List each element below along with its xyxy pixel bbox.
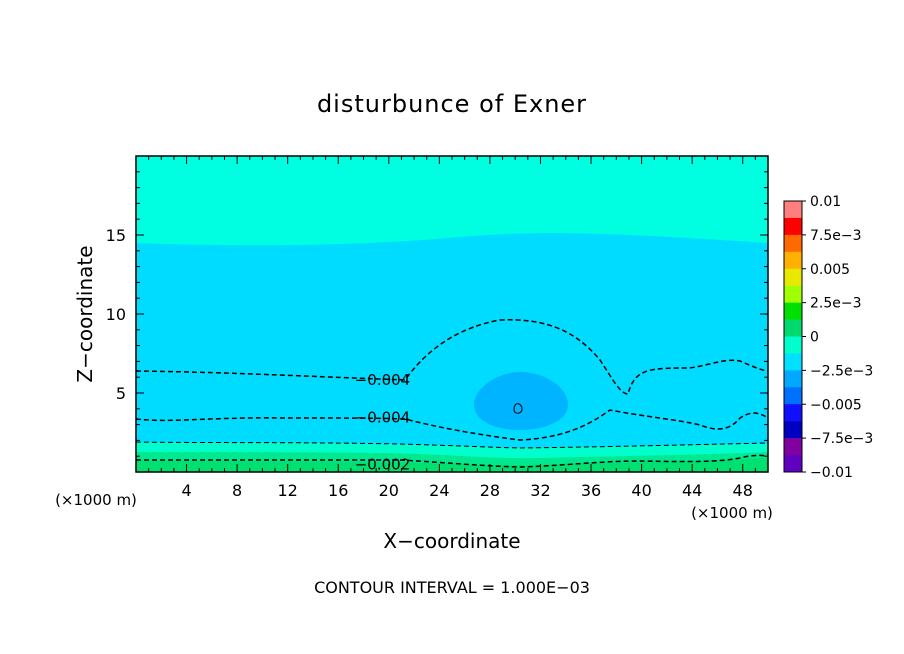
- chart-title: disturbunce of Exner: [317, 90, 587, 118]
- colorbar-swatch: [784, 455, 802, 473]
- x-unit-right-label: (×1000 m): [691, 504, 773, 522]
- x-tick-label: 16: [328, 481, 348, 500]
- colorbar-swatch: [784, 319, 802, 337]
- y-tick-labels: 5 10 15: [106, 226, 126, 403]
- colorbar-swatch: [784, 438, 802, 456]
- colorbar-swatch: [784, 421, 802, 439]
- contour-labels: −0.004 −0.004 −0.002: [355, 371, 411, 474]
- contour-line-upper: [136, 319, 768, 395]
- colorbar-label: 0.005: [810, 262, 850, 278]
- fill-core-region: [136, 321, 768, 472]
- x-unit-left-label: (×1000 m): [55, 491, 137, 509]
- colorbar: [783, 200, 803, 473]
- colorbar-swatch: [784, 353, 802, 371]
- fill-inner-core-region: [474, 372, 568, 430]
- contour-line-lower: [136, 454, 768, 468]
- colorbar-label: 0.01: [810, 194, 841, 210]
- colorbar-label: −0.005: [810, 397, 862, 413]
- colorbar-swatch: [784, 302, 802, 320]
- x-tick-label: 44: [682, 481, 702, 500]
- x-tick-label: 20: [379, 481, 399, 500]
- contour-label: −0.004: [355, 409, 411, 427]
- colorbar-label: 0: [810, 330, 819, 346]
- fill-bottom-region: [136, 458, 768, 472]
- colorbar-label: −0.01: [810, 465, 853, 481]
- x-tick-label: 4: [181, 481, 191, 500]
- contour-line-middle: [136, 409, 768, 441]
- axis-ticks: [136, 156, 768, 472]
- x-axis-label: X−coordinate: [383, 529, 520, 553]
- colorbar-swatch: [784, 268, 802, 286]
- x-tick-label: 40: [631, 481, 651, 500]
- contour-line-lower-thin: [136, 441, 768, 449]
- colorbar-labels: 0.01 7.5e−3 0.005 2.5e−3 0 −2.5e−3 −0.005 −7.5e…: [802, 194, 873, 481]
- colorbar-swatch: [784, 370, 802, 388]
- colorbar-swatch: [784, 404, 802, 422]
- colorbar-swatch: [784, 251, 802, 270]
- y-tick-label: 15: [106, 226, 126, 245]
- y-tick-label: 10: [106, 305, 126, 324]
- colorbar-swatch: [784, 285, 802, 303]
- y-axis-label: Z−coordinate: [73, 245, 97, 382]
- colorbar-label: 2.5e−3: [810, 296, 862, 312]
- x-tick-label: 24: [429, 481, 449, 500]
- x-tick-label: 8: [232, 481, 242, 500]
- contour-interval-label: CONTOUR INTERVAL = 1.000E−03: [314, 578, 590, 597]
- contour-label: −0.002: [355, 455, 411, 473]
- contour-fills: [136, 156, 768, 472]
- colorbar-label: −7.5e−3: [810, 431, 873, 447]
- colorbar-swatch: [784, 201, 802, 219]
- x-tick-label: 32: [530, 481, 550, 500]
- colorbar-swatch: [784, 387, 802, 405]
- contour-small-circle: [513, 403, 523, 414]
- colorbar-swatch: [784, 336, 802, 354]
- colorbar-label: −2.5e−3: [810, 363, 873, 379]
- y-tick-label: 5: [116, 384, 126, 403]
- colorbar-label: 7.5e−3: [810, 228, 862, 244]
- x-tick-label: 36: [581, 481, 601, 500]
- x-tick-label: 12: [278, 481, 298, 500]
- x-tick-label: 28: [480, 481, 500, 500]
- colorbar-swatch: [784, 217, 802, 236]
- x-tick-label: 48: [733, 481, 753, 500]
- contour-lines: [136, 319, 768, 468]
- contour-label: −0.004: [355, 371, 411, 389]
- x-tick-labels: 4 8 12 16 20 24 28 32 36 40 44 48: [181, 481, 752, 500]
- colorbar-swatch: [784, 234, 802, 253]
